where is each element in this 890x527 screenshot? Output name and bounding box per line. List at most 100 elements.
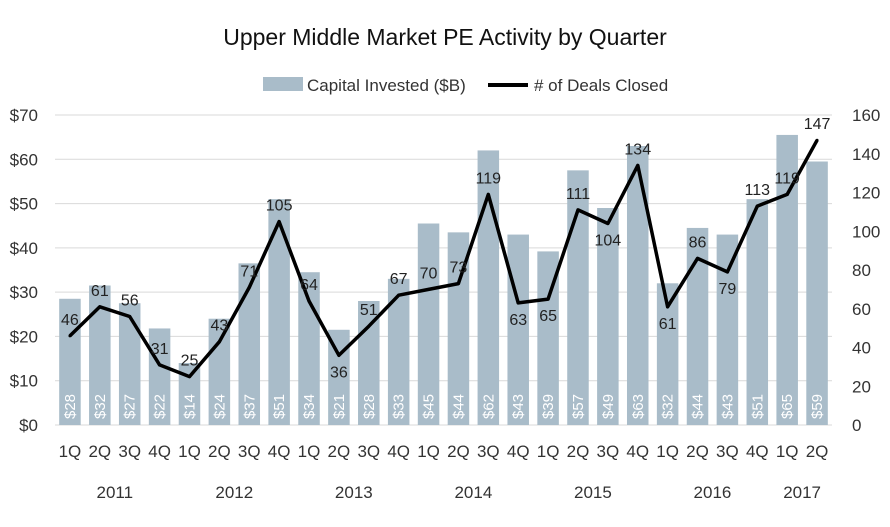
x-axis-tick: 2Q — [88, 442, 111, 461]
deals-value-label: 43 — [210, 318, 228, 335]
x-axis-tick: 3Q — [357, 442, 380, 461]
gridlines — [55, 114, 832, 426]
deals-point — [247, 285, 251, 289]
deals-value-label: 46 — [61, 312, 79, 329]
bar — [268, 199, 290, 425]
x-axis-tick: 1Q — [776, 442, 799, 461]
x-axis-tick: 4Q — [268, 442, 291, 461]
bar — [746, 199, 769, 425]
bar-value-label: $28 — [62, 394, 79, 419]
deals-point — [666, 305, 670, 309]
deals-point — [815, 138, 819, 142]
deals-value-label: 61 — [659, 316, 677, 333]
bar-value-label: $43 — [719, 394, 736, 419]
bar-value-label: $32 — [92, 394, 109, 419]
year-label: 2013 — [335, 483, 373, 502]
deals-value-label: 61 — [91, 283, 109, 300]
bar — [567, 170, 589, 425]
left-axis-tick: $40 — [10, 239, 38, 258]
deals-value-label: 51 — [360, 302, 378, 319]
deals-point — [696, 256, 700, 260]
bar-value-label: $59 — [809, 394, 826, 419]
x-axis-tick: 4Q — [746, 442, 769, 461]
x-axis-tick: 4Q — [507, 442, 530, 461]
chart-title: Upper Middle Market PE Activity by Quart… — [223, 24, 667, 50]
deals-point — [397, 293, 401, 297]
bar-value-label: $44 — [690, 394, 707, 419]
bar — [447, 232, 470, 425]
deals-point — [725, 270, 729, 274]
bar-value-label: $33 — [391, 394, 408, 419]
bar — [328, 329, 350, 425]
deals-value-label: 105 — [266, 198, 293, 215]
deals-point — [785, 192, 789, 196]
x-axis-tick: 4Q — [148, 442, 171, 461]
legend: Capital Invested ($B) # of Deals Closed — [263, 76, 668, 95]
left-axis-tick: $30 — [10, 283, 38, 302]
bar — [686, 227, 709, 425]
right-axis-tick: 0 — [852, 416, 861, 435]
deals-value-label: 70 — [420, 265, 438, 282]
bar-value-label: $32 — [660, 394, 677, 419]
deals-point — [367, 324, 371, 328]
bar-value-label: $44 — [450, 394, 467, 419]
x-axis-tick: 3Q — [477, 442, 500, 461]
bar-value-label: $27 — [122, 394, 139, 419]
bar — [118, 303, 141, 425]
deals-point — [187, 375, 191, 379]
bar-value-label: $57 — [570, 394, 587, 419]
deals-point — [636, 163, 640, 167]
right-axis-tick: 100 — [852, 222, 880, 241]
bar — [148, 328, 171, 425]
year-label: 2011 — [96, 483, 133, 502]
left-axis-tick: $10 — [10, 372, 38, 391]
right-axis: 0 20 40 60 80 100 120 140 160 — [852, 106, 880, 435]
legend-swatch-capital — [263, 77, 303, 91]
bar-value-label: $43 — [510, 394, 527, 419]
x-axis-tick: 4Q — [387, 442, 410, 461]
bar-value-label: $21 — [331, 394, 348, 419]
deals-point — [755, 204, 759, 208]
deals-value-label: 67 — [390, 271, 408, 288]
x-axis-tick: 3Q — [597, 442, 620, 461]
bar-value-label: $63 — [630, 394, 647, 419]
bar-value-label: $45 — [421, 394, 438, 419]
deals-value-label: 73 — [450, 260, 468, 277]
right-axis-tick: 20 — [852, 377, 871, 396]
deals-value-label: 25 — [181, 353, 199, 370]
deals-value-label: 79 — [719, 281, 737, 298]
point-labels: 46 61 56 31 25 43 71 105 64 36 51 67 70 73 119 63 65 111 1… — [61, 116, 830, 381]
deals-value-label: 119 — [774, 170, 800, 187]
bar — [716, 234, 739, 425]
bar — [238, 263, 261, 425]
deals-point — [68, 334, 72, 338]
bar — [477, 150, 500, 425]
year-label: 2015 — [574, 483, 612, 502]
x-axis-tick: 1Q — [656, 442, 679, 461]
bar-value-label: $24 — [211, 394, 228, 419]
deals-point — [337, 353, 341, 357]
bar — [537, 251, 559, 425]
left-axis-tick: $60 — [10, 150, 38, 169]
bar-series — [59, 134, 828, 425]
deals-value-label: 113 — [745, 182, 771, 199]
deals-point — [217, 340, 221, 344]
deals-line — [68, 139, 819, 379]
bar-value-label: $22 — [152, 394, 169, 419]
left-axis-tick: $70 — [10, 106, 38, 125]
deals-value-label: 111 — [566, 186, 590, 203]
x-axis-tick: 1Q — [59, 442, 82, 461]
x-axis: 1Q 2Q 3Q 4Q 1Q 2Q 3Q 4Q 1Q 2Q 3Q 4Q 1Q 2Q 3Q 4Q 1Q 2Q 3Q 4Q… — [59, 442, 829, 461]
bar — [597, 208, 619, 425]
deals-point — [307, 299, 311, 303]
x-axis-tick: 3Q — [238, 442, 261, 461]
bar — [656, 283, 679, 425]
deals-point — [277, 220, 281, 224]
x-axis-tick: 1Q — [537, 442, 560, 461]
deals-point — [158, 363, 162, 367]
bar — [89, 285, 111, 425]
right-axis-tick: 40 — [852, 339, 871, 358]
x-axis-tick: 1Q — [417, 442, 440, 461]
bar — [776, 134, 798, 425]
